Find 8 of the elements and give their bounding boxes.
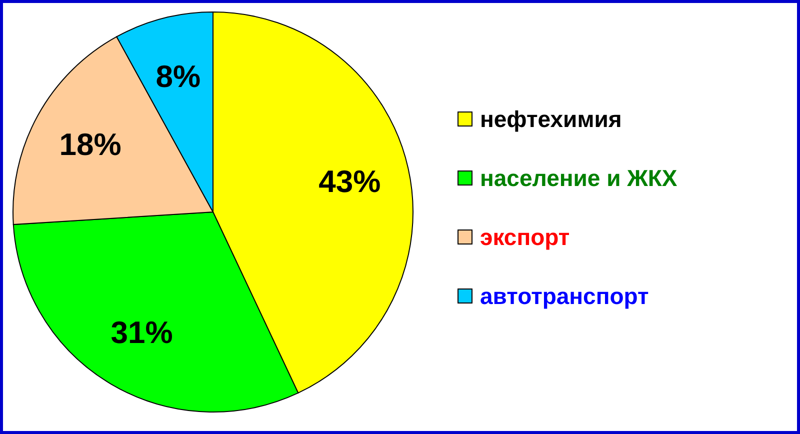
legend-label: экспорт	[480, 224, 570, 250]
data-label: 18%	[59, 127, 122, 162]
legend-label: нефтехимия	[480, 106, 622, 132]
data-label: 8%	[156, 58, 201, 94]
data-label: 43%	[318, 164, 381, 199]
legend-label: автотранспорт	[480, 283, 649, 309]
legend-label: население и ЖКХ	[480, 165, 678, 191]
data-label: 31%	[110, 315, 173, 350]
